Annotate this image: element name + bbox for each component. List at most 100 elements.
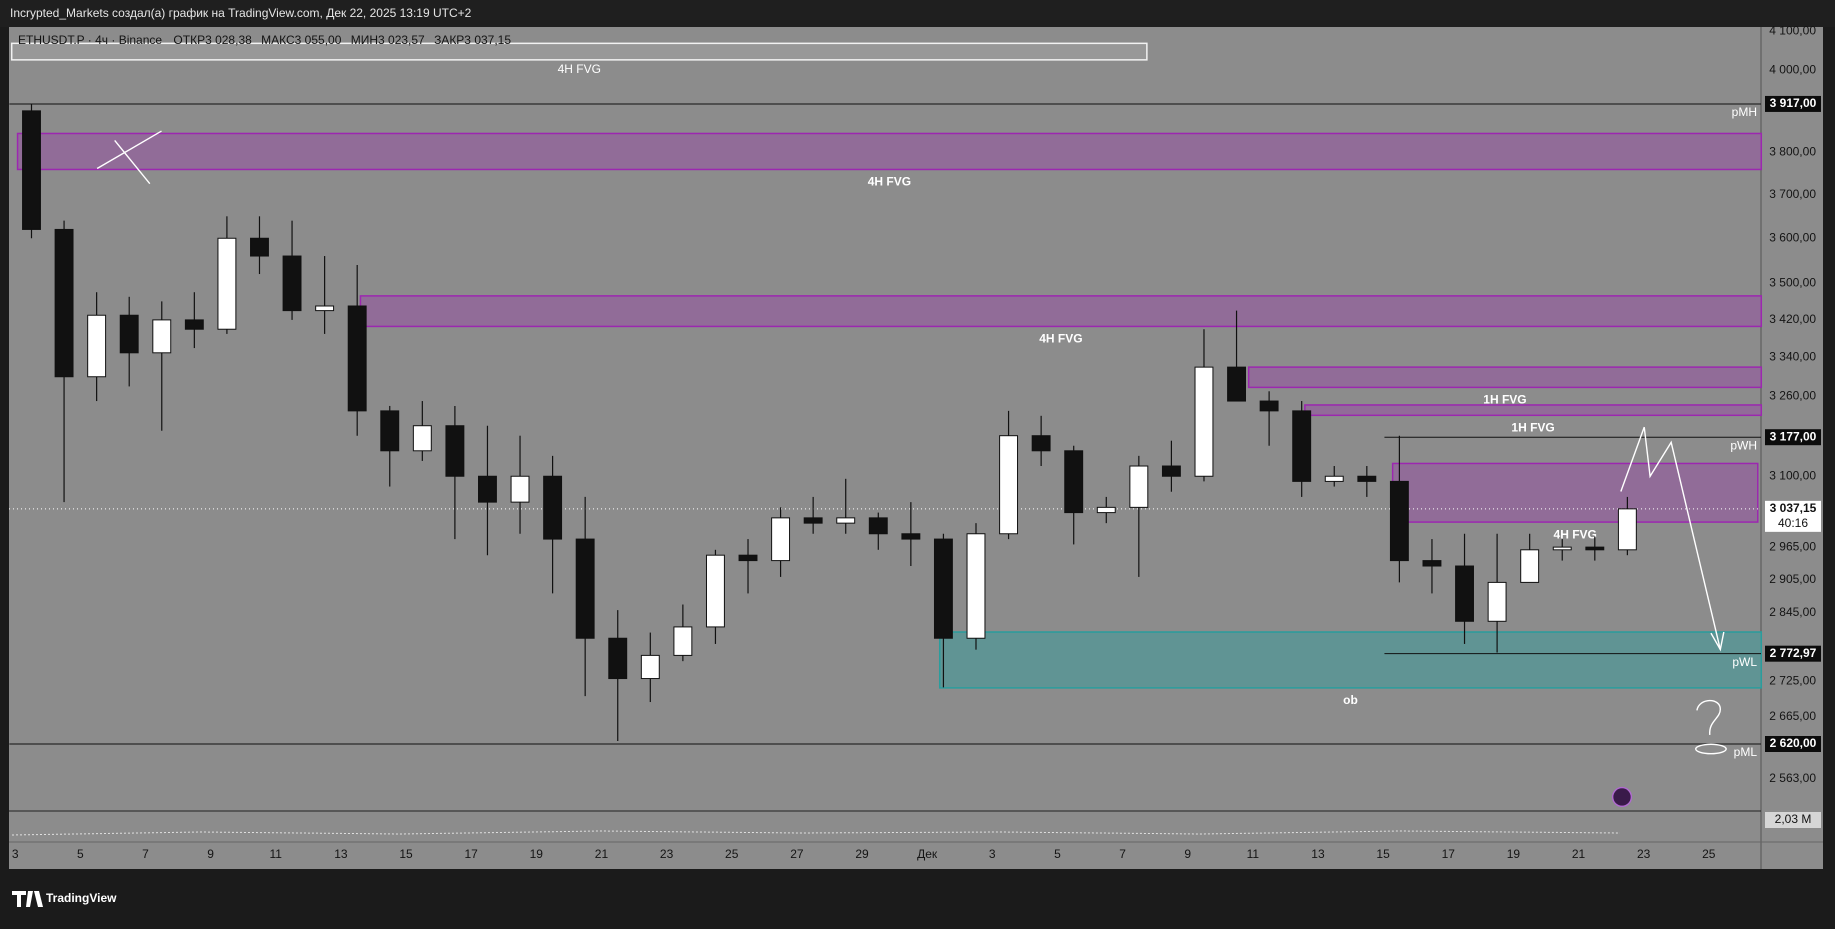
level-tag xyxy=(1765,645,1821,662)
candle-body xyxy=(22,110,41,230)
y-tick-label: 2 725,00 xyxy=(1769,674,1816,688)
x-tick-label: 23 xyxy=(660,847,674,861)
candle-body xyxy=(771,517,791,562)
zone xyxy=(1304,404,1763,417)
zone xyxy=(16,132,1763,171)
zone-label: ob xyxy=(1343,693,1358,707)
y-tick-label: 2 845,00 xyxy=(1769,605,1816,619)
legend: ETHUSDT.P · 4ч · Binance ОТКР3 028,38 МА… xyxy=(18,33,511,47)
question-dot xyxy=(1695,743,1727,755)
alert-icon xyxy=(1611,786,1633,808)
y-tick-label: 2 665,00 xyxy=(1769,709,1816,723)
legend-close: ЗАКР3 037,15 xyxy=(434,33,511,47)
logo-text: TradingView xyxy=(46,891,117,905)
x-tick-label: 17 xyxy=(464,847,478,861)
y-tick-label: 2 563,00 xyxy=(1769,771,1816,785)
candle-body xyxy=(315,305,335,312)
level-tag xyxy=(1765,95,1821,112)
legend-symbol: ETHUSDT.P · 4ч · Binance xyxy=(18,33,162,47)
candle-body xyxy=(836,517,856,524)
x-tick-label: 25 xyxy=(725,847,739,861)
y-tick-label: 3 800,00 xyxy=(1769,144,1816,158)
candle-body xyxy=(933,538,953,639)
y-tick-label: 3 600,00 xyxy=(1769,230,1816,244)
candle-body xyxy=(184,319,204,330)
candle-body xyxy=(1455,565,1474,622)
candle-body xyxy=(1389,480,1409,562)
candle-body xyxy=(1096,506,1116,514)
x-tick-label: 3 xyxy=(989,847,996,861)
zone xyxy=(938,631,1763,689)
y-tick-label: 3 100,00 xyxy=(1769,468,1816,482)
legend-low: МИН3 023,57 xyxy=(351,33,425,47)
zone-label: 4H FVG xyxy=(868,175,911,189)
zone xyxy=(1391,462,1759,523)
volume-label: 2,03 M xyxy=(1775,812,1812,826)
zones: 4H FVG 4H FVG 4H FVG 1H FVG 1H FVG 4H FVG ob xyxy=(10,42,1763,707)
candle-body xyxy=(1324,475,1344,482)
candle-body xyxy=(1161,465,1181,477)
axes: 3 917,00 3 177,00 2 772,97 2 620,00 3 5 7 9 11 13… xyxy=(12,23,1821,861)
question-mark xyxy=(1696,699,1722,735)
candle-body xyxy=(217,237,237,330)
x-tick-label: 5 xyxy=(77,847,84,861)
x-tick-label: 11 xyxy=(270,847,283,861)
volume-tag xyxy=(1765,812,1821,828)
zone-label: 4H FVG xyxy=(1554,527,1597,541)
zone xyxy=(359,295,1763,328)
candle-body xyxy=(1357,475,1377,482)
x-tick-label: 13 xyxy=(1311,847,1325,861)
legend-high: МАКС3 055,00 xyxy=(261,33,342,47)
level-name: pWH xyxy=(1730,438,1757,452)
candle-body xyxy=(1227,366,1247,402)
candle-body xyxy=(1617,508,1637,551)
candle-body xyxy=(738,554,758,562)
zone-label: 4H FVG xyxy=(558,62,601,76)
y-tick-label: 3 340,00 xyxy=(1769,350,1816,364)
x-tick-label: 15 xyxy=(399,847,413,861)
candle-body xyxy=(1585,546,1605,551)
candle-body xyxy=(575,538,595,639)
legend-open: ОТКР3 028,38 xyxy=(173,33,252,47)
candle-body xyxy=(87,314,107,378)
y-tick-label: 3 500,00 xyxy=(1769,275,1816,289)
drawings xyxy=(96,130,1727,808)
candle-body xyxy=(673,626,693,656)
candle-body xyxy=(1031,435,1051,452)
cross-mark xyxy=(96,130,162,170)
candle-body xyxy=(543,475,563,540)
chart-area xyxy=(9,27,1823,869)
zone xyxy=(10,42,1148,61)
candle-body xyxy=(1064,450,1084,514)
y-tick-label: 3 700,00 xyxy=(1769,187,1816,201)
y-tick-label: 2 905,00 xyxy=(1769,572,1816,586)
candle-body xyxy=(1129,465,1149,508)
candle-body xyxy=(999,435,1019,535)
level-tag xyxy=(1765,736,1821,753)
y-tick-label: 4 000,00 xyxy=(1769,63,1816,77)
projection-arrow xyxy=(1620,426,1721,650)
y-tick-label: 4 100,00 xyxy=(1769,23,1816,37)
y-tick-label: 3 420,00 xyxy=(1769,312,1816,326)
candle-body xyxy=(1259,400,1279,412)
candle-body xyxy=(608,637,628,680)
x-tick-label: Дек xyxy=(917,847,938,861)
logo-icon xyxy=(12,891,43,907)
y-tick-label: 2 965,00 xyxy=(1769,539,1816,553)
x-tick-label: 21 xyxy=(595,847,609,861)
level-name: pMH xyxy=(1732,105,1757,119)
candle-body xyxy=(478,475,497,503)
candle-body xyxy=(412,425,432,452)
x-tick-label: 7 xyxy=(142,847,149,861)
x-tick-label: 27 xyxy=(790,847,804,861)
x-tick-label: 11 xyxy=(1247,847,1260,861)
candle-body xyxy=(1292,410,1312,482)
candle-body xyxy=(1422,560,1442,567)
candle-body xyxy=(868,517,888,535)
candles xyxy=(22,103,1637,741)
level-tag xyxy=(1765,429,1821,446)
x-tick-label: 3 xyxy=(12,847,19,861)
level-name: pML xyxy=(1734,745,1758,759)
level-tag-label: 2 772,97 xyxy=(1770,646,1817,660)
